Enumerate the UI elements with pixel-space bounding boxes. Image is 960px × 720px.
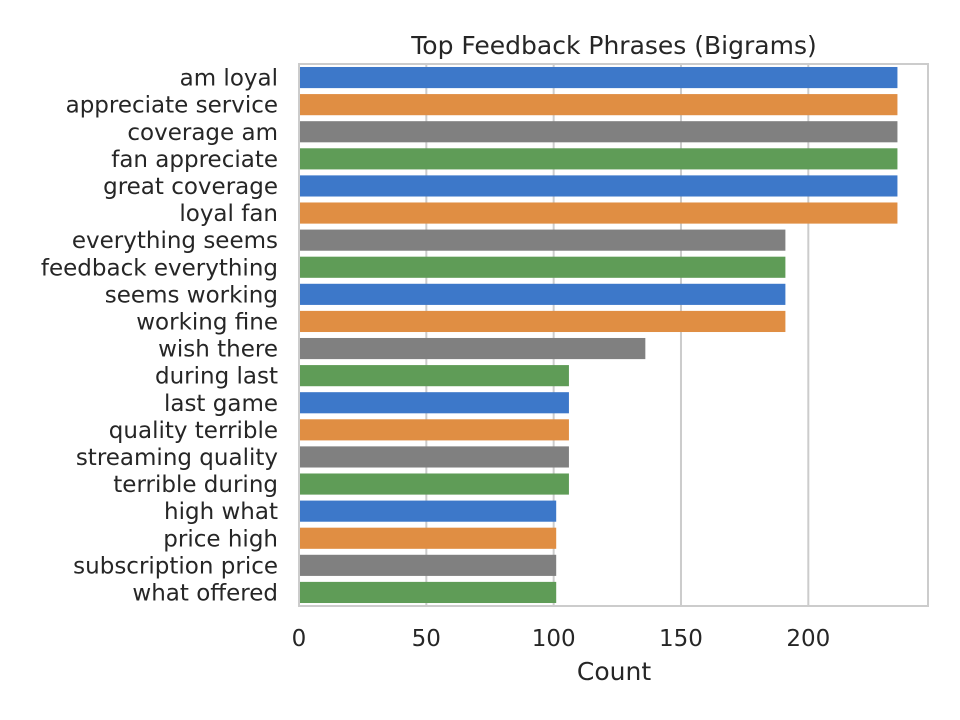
y-tick-label: streaming quality: [76, 445, 278, 471]
y-tick-label: high what: [164, 499, 278, 525]
y-tick-label: coverage am: [127, 120, 278, 146]
y-tick-label: quality terrible: [109, 418, 278, 444]
bar: [299, 473, 569, 495]
y-tick-label: everything seems: [72, 228, 278, 254]
bar: [299, 500, 557, 522]
bar: [299, 175, 898, 197]
y-tick-label: wish there: [158, 337, 278, 363]
x-tick-labels: 0 50 100 150 200: [292, 626, 831, 652]
y-tick-label: working fine: [136, 309, 278, 335]
bar: [299, 229, 786, 251]
bar: [299, 554, 557, 576]
bar: [299, 392, 569, 414]
bar: [299, 256, 786, 278]
y-tick-label: am loyal: [180, 66, 278, 92]
x-tick-label: 150: [659, 626, 703, 652]
bar: [299, 66, 898, 89]
y-tick-label: seems working: [105, 282, 278, 308]
x-axis-label: Count: [577, 657, 651, 686]
y-tick-label: subscription price: [73, 553, 278, 579]
bar: [299, 419, 569, 441]
bar: [299, 527, 557, 549]
bar: [299, 446, 569, 468]
x-tick-label: 200: [786, 626, 830, 652]
bar: [299, 202, 898, 224]
bars: [299, 66, 898, 604]
x-tick-label: 100: [532, 626, 576, 652]
x-tick-label: 50: [412, 626, 441, 652]
bar: [299, 337, 646, 360]
chart-title: Top Feedback Phrases (Bigrams): [410, 31, 816, 60]
y-tick-label: fan appreciate: [111, 147, 278, 173]
bar: [299, 283, 786, 305]
bar: [299, 121, 898, 143]
x-tick-label: 0: [292, 626, 307, 652]
y-tick-label: last game: [164, 391, 278, 417]
bar: [299, 581, 557, 604]
bar: [299, 365, 569, 387]
gridlines: [425, 64, 810, 606]
y-tick-label: during last: [155, 364, 278, 390]
y-tick-label: great coverage: [103, 174, 278, 200]
bar: [299, 94, 898, 116]
y-tick-label: terrible during: [113, 472, 278, 498]
y-tick-label: feedback everything: [41, 255, 278, 281]
plot-frame: [298, 63, 929, 607]
bar: [299, 310, 786, 333]
bar: [299, 148, 898, 170]
y-tick-label: what offered: [132, 580, 278, 606]
y-tick-label: appreciate service: [66, 93, 278, 119]
y-tick-label: loyal fan: [179, 201, 278, 227]
y-tick-label: price high: [163, 526, 278, 552]
